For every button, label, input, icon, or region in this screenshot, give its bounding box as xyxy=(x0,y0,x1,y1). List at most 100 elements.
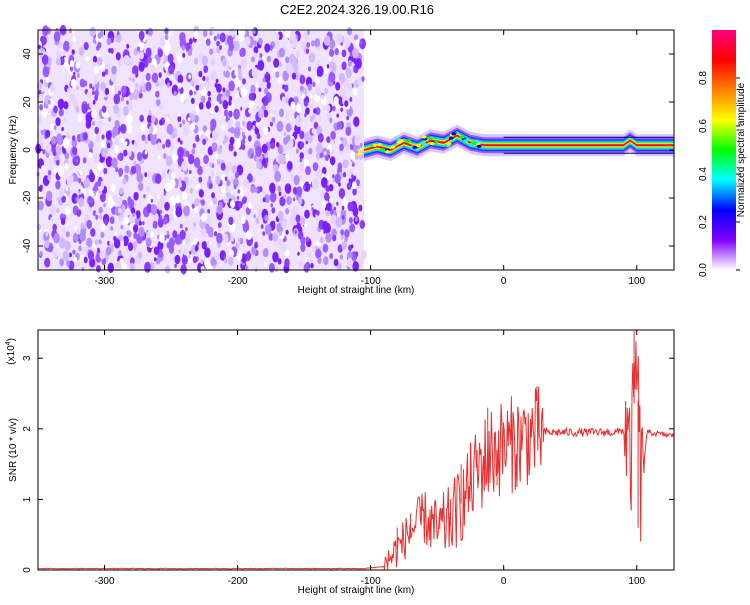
noise-speckle xyxy=(328,71,336,83)
noise-speckle xyxy=(187,48,193,56)
noise-speckle xyxy=(127,196,132,203)
noise-speckle xyxy=(220,162,226,171)
noise-speckle xyxy=(138,92,143,99)
noise-speckle xyxy=(171,131,176,139)
noise-speckle xyxy=(77,114,83,122)
noise-speckle xyxy=(348,61,352,67)
noise-speckle xyxy=(185,42,191,52)
noise-speckle xyxy=(307,66,312,72)
signal-band-layer xyxy=(364,132,674,154)
noise-speckle xyxy=(305,165,311,176)
noise-speckle xyxy=(153,257,157,262)
signal-blob xyxy=(395,137,401,141)
noise-speckle xyxy=(262,55,266,60)
noise-speckle xyxy=(238,73,243,81)
noise-speckle xyxy=(105,156,113,168)
noise-speckle xyxy=(336,113,340,118)
noise-speckle xyxy=(166,123,174,135)
noise-speckle xyxy=(166,233,170,239)
noise-speckle xyxy=(235,243,240,250)
noise-speckle xyxy=(103,203,106,208)
noise-speckle xyxy=(353,116,360,127)
noise-speckle xyxy=(329,156,336,166)
noise-speckle xyxy=(163,191,166,196)
noise-speckle xyxy=(45,143,52,154)
noise-speckle xyxy=(312,81,316,87)
noise-speckle xyxy=(316,210,320,216)
noise-speckle xyxy=(66,176,73,186)
noise-speckle xyxy=(61,226,66,234)
noise-speckle xyxy=(342,159,349,169)
noise-speckle xyxy=(206,216,212,225)
noise-speckle xyxy=(230,200,235,209)
noise-speckle xyxy=(150,134,157,146)
noise-speckle xyxy=(210,170,215,178)
noise-speckle xyxy=(273,58,280,68)
noise-speckle xyxy=(273,163,279,173)
noise-speckle xyxy=(201,55,209,66)
noise-speckle xyxy=(152,220,158,229)
noise-speckle xyxy=(339,87,346,98)
noise-speckle xyxy=(56,159,60,166)
noise-speckle xyxy=(228,256,234,266)
noise-speckle xyxy=(111,65,117,75)
noise-speckle xyxy=(127,150,132,157)
noise-speckle xyxy=(132,241,138,249)
noise-speckle xyxy=(55,117,61,127)
noise-speckle xyxy=(129,93,134,101)
noise-speckle xyxy=(129,57,135,66)
svg-text:(x104): (x104) xyxy=(5,338,17,365)
noise-speckle xyxy=(162,143,166,149)
noise-speckle xyxy=(137,251,143,259)
noise-speckle xyxy=(272,232,279,242)
noise-speckle xyxy=(128,214,134,224)
noise-speckle xyxy=(262,231,266,236)
noise-speckle xyxy=(233,108,240,120)
noise-speckle xyxy=(300,217,306,226)
snr-multiplier-base: (x10 xyxy=(6,345,17,365)
noise-speckle xyxy=(238,201,243,209)
noise-speckle xyxy=(340,233,344,240)
noise-speckle xyxy=(281,219,287,228)
noise-speckle xyxy=(183,249,188,256)
noise-speckle xyxy=(97,180,102,187)
noise-speckle xyxy=(244,265,249,271)
noise-speckle xyxy=(157,234,160,240)
noise-speckle xyxy=(150,204,158,216)
noise-speckle xyxy=(111,157,118,169)
noise-speckle xyxy=(326,111,331,119)
noise-speckle xyxy=(214,231,218,237)
noise-speckle xyxy=(121,137,124,143)
noise-speckle xyxy=(253,40,257,46)
noise-speckle xyxy=(326,136,331,144)
y-tick-label: 1 xyxy=(22,496,33,502)
noise-speckle xyxy=(138,182,144,192)
noise-speckle xyxy=(133,224,139,233)
noise-speckle xyxy=(74,226,78,232)
noise-speckle xyxy=(86,91,92,100)
noise-speckle xyxy=(352,188,357,196)
noise-speckle xyxy=(189,250,192,255)
noise-speckle xyxy=(86,237,93,248)
noise-speckle xyxy=(143,194,146,199)
noise-speckle xyxy=(284,183,292,194)
noise-speckle xyxy=(325,104,331,113)
noise-speckle xyxy=(209,162,213,168)
noise-speckle xyxy=(317,256,322,265)
signal-blob xyxy=(357,152,363,156)
noise-speckle xyxy=(75,61,81,69)
noise-speckle xyxy=(39,250,43,257)
noise-speckle xyxy=(300,243,306,252)
noise-speckle xyxy=(358,204,363,212)
noise-speckle xyxy=(209,31,213,36)
noise-speckle xyxy=(306,258,310,263)
y-tick-label: 0 xyxy=(22,147,33,153)
noise-speckle xyxy=(223,258,228,264)
noise-speckle xyxy=(351,174,354,179)
noise-speckle xyxy=(56,57,61,66)
noise-speckle xyxy=(276,141,280,148)
noise-speckle xyxy=(113,104,119,114)
noise-speckle xyxy=(222,100,229,110)
noise-speckle xyxy=(233,127,241,139)
noise-speckle xyxy=(194,90,197,95)
